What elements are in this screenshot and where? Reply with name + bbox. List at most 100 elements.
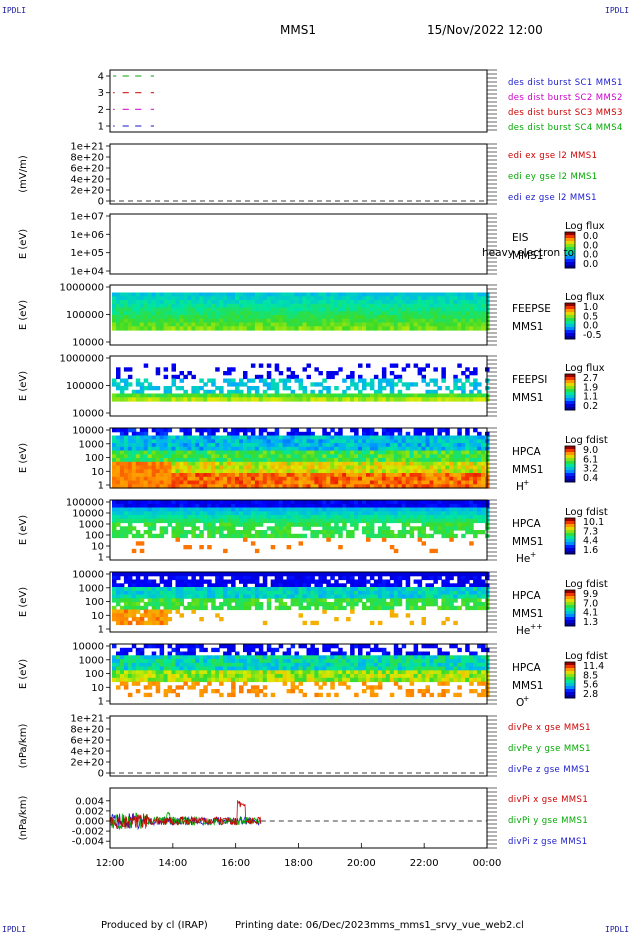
spectrogram-cell	[457, 507, 462, 512]
spectrogram-cell	[203, 515, 208, 520]
spectrogram-cell	[290, 465, 296, 470]
spectrogram-cell	[159, 428, 165, 433]
spectrogram-cell	[326, 393, 331, 398]
spectrogram-cell	[278, 515, 284, 520]
spacecraft-label: MMS1	[512, 321, 543, 333]
spectrogram-cell	[445, 326, 450, 331]
spectrogram-cell	[123, 613, 129, 618]
spectrogram-cell	[203, 439, 208, 444]
spectrogram-cell	[195, 587, 200, 592]
spectrogram-cell	[231, 590, 236, 596]
spectrogram-cell	[294, 507, 299, 512]
spectrogram-cell	[385, 382, 391, 387]
spectrogram-cell	[453, 594, 458, 599]
spectrogram-cell	[266, 393, 272, 398]
spectrogram-cell	[465, 587, 470, 592]
spectrogram-cell	[243, 307, 248, 312]
spectrogram-cell	[473, 397, 478, 402]
spectrogram-cell	[243, 311, 248, 316]
spectrogram-cell	[385, 511, 391, 516]
spectrogram-cell	[203, 311, 208, 316]
spectrogram-cell	[401, 575, 407, 581]
spectrogram-cell	[409, 572, 415, 577]
spectrogram-cell	[310, 465, 315, 470]
spectrogram-cell	[286, 518, 292, 524]
spectrogram-cell	[219, 583, 224, 588]
spectrogram-cell	[123, 602, 129, 607]
spectrogram-cell	[473, 594, 478, 599]
spectrogram-cell	[373, 303, 379, 309]
spectrogram-cell	[473, 382, 478, 387]
spectrogram-cell	[366, 598, 371, 603]
spectrogram-cell	[318, 522, 323, 527]
spectrogram-cell	[358, 307, 363, 312]
spectrogram-cell	[227, 602, 232, 607]
spectrogram-cell	[469, 318, 474, 324]
spectrogram-cell	[215, 613, 220, 618]
spectrogram-cell	[123, 598, 129, 603]
spectrogram-cell	[413, 393, 419, 398]
spectrogram-cell	[354, 397, 359, 402]
spectrogram-cell	[139, 446, 145, 452]
spectrogram-cell	[302, 484, 307, 489]
spectrogram-cell	[203, 522, 208, 527]
spectrogram-cell	[282, 511, 288, 516]
spectrogram-cell	[302, 511, 307, 516]
spectrogram-cell	[437, 476, 442, 482]
spectrogram-cell	[191, 469, 196, 474]
spectrogram-cell	[453, 526, 458, 531]
spectrogram-cell	[322, 461, 327, 467]
spectrogram-cell	[366, 587, 371, 592]
spectrogram-cell	[453, 500, 458, 505]
spectrogram-cell	[429, 458, 434, 463]
spectrogram-cell	[469, 587, 474, 592]
spectrogram-cell	[377, 503, 383, 509]
spectrogram-cell	[215, 435, 220, 440]
spectrogram-cell	[282, 583, 288, 588]
spectrogram-cell	[429, 303, 434, 309]
spectrogram-cell	[211, 533, 216, 539]
spectrogram-cell	[334, 572, 339, 577]
spectrogram-cell	[369, 526, 375, 531]
spectrogram-cell	[469, 326, 474, 331]
spectrogram-cell	[147, 397, 153, 402]
spectrogram-cell	[338, 397, 343, 402]
spectrogram-cell	[199, 307, 204, 312]
spectrogram-cell	[373, 465, 379, 470]
spectrogram-cell	[116, 530, 121, 535]
spectrogram-cell	[366, 318, 371, 324]
spectrogram-cell	[286, 446, 292, 452]
spectrogram-cell	[183, 450, 188, 455]
spectrogram-cell	[290, 371, 296, 376]
spectrogram-cell	[123, 428, 129, 433]
spectrogram-cell	[377, 598, 383, 603]
spectrogram-cell	[278, 435, 284, 440]
spectrogram-cell	[425, 598, 430, 603]
spectrogram-cell	[457, 428, 462, 433]
spectrogram-cell	[306, 503, 311, 509]
spectrogram-cell	[366, 537, 371, 542]
spectrogram-cell	[187, 446, 192, 452]
spectrogram-cell	[385, 533, 391, 539]
spectrogram-cell	[290, 296, 296, 301]
spectrogram-cell	[449, 503, 454, 509]
spectrogram-cell	[231, 500, 236, 505]
spectrogram-cell	[155, 469, 161, 474]
spectrogram-cell	[167, 322, 173, 327]
spectrogram-cell	[286, 503, 292, 509]
spectrogram-cell	[381, 461, 387, 467]
spectrogram-cell	[373, 307, 379, 312]
spectrogram-cell	[155, 428, 161, 433]
spectrogram-cell	[163, 609, 169, 614]
spectrogram-cell	[270, 454, 276, 459]
spectrogram-cell	[354, 458, 359, 463]
spectrogram-cell	[278, 579, 284, 584]
spectrogram-cell	[453, 507, 458, 512]
spectrogram-cell	[112, 382, 117, 387]
spectrogram-cell	[385, 461, 391, 467]
spectrogram-cell	[147, 393, 153, 398]
spectrogram-cell	[306, 450, 311, 455]
spectrogram-cell	[441, 371, 446, 376]
species-charge-label: +	[523, 478, 529, 487]
spectrogram-cell	[163, 296, 169, 301]
